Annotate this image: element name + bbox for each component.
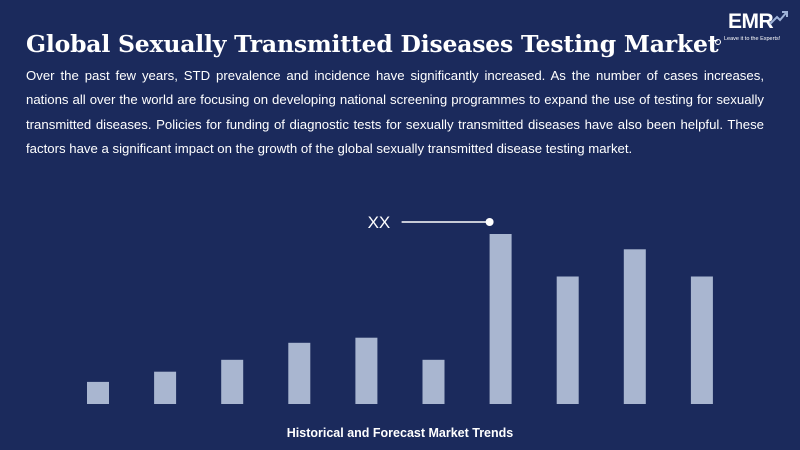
bar-5 [355, 337, 378, 404]
growth-arrow-icon [769, 11, 788, 25]
annotation-marker [485, 218, 494, 226]
market-description: Over the past few years, STD prevalence … [26, 68, 764, 157]
bar-8 [556, 276, 579, 404]
bar-10 [690, 276, 713, 404]
logo-pin-icon [715, 39, 721, 45]
bar-1 [87, 381, 109, 404]
chart-xlabel: Historical and Forecast Market Trends [286, 426, 514, 440]
bar-9 [623, 249, 646, 404]
page-title: Global Sexually Transmitted Diseases Tes… [26, 30, 719, 58]
bar-4 [288, 342, 311, 404]
bar-3 [221, 359, 244, 404]
logo-text: EMR [728, 10, 774, 33]
annotation-label: XX [368, 213, 391, 232]
bar-series [87, 234, 713, 404]
logo-tagline: Leave it to the Experts! [724, 36, 781, 42]
bar-2 [154, 371, 177, 404]
bar-7 [489, 234, 512, 404]
bar-6 [422, 359, 445, 404]
chart-annotation: XX [368, 213, 494, 232]
emr-logo: EMR Leave it to the Experts! [712, 10, 790, 50]
